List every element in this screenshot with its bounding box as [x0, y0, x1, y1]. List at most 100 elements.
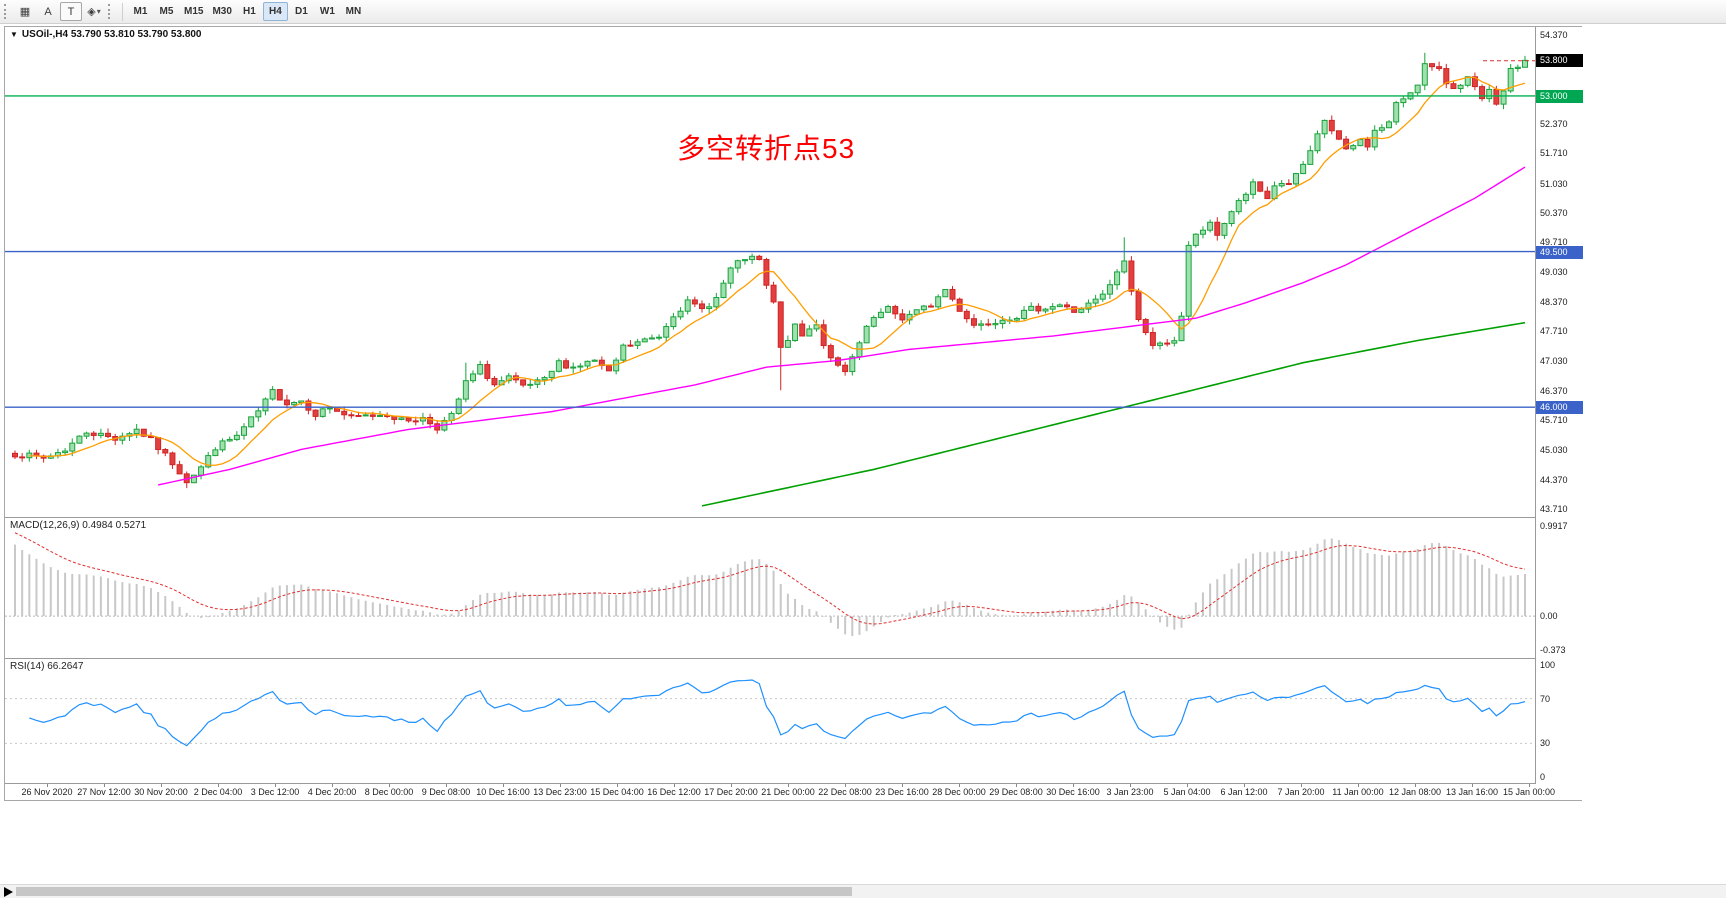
- time-axis-label: 27 Nov 12:00: [77, 787, 131, 797]
- rsi-pane[interactable]: RSI(14) 66.2647: [5, 659, 1535, 784]
- price-axis-label: 51.030: [1540, 178, 1568, 189]
- macd-chart[interactable]: [5, 518, 1535, 658]
- top-toolbar: ▦ A T ◈ ▾ M1 M5 M15 M30 H1 H4 D1 W1 MN: [0, 0, 1726, 24]
- timeframe-group: M1 M5 M15 M30 H1 H4 D1 W1 MN: [128, 2, 366, 21]
- time-tick: [1529, 784, 1530, 787]
- time-tick: [389, 784, 390, 787]
- price-axis-label: 49.710: [1540, 237, 1568, 248]
- time-axis-label: 17 Dec 20:00: [704, 787, 758, 797]
- toolbar-grip[interactable]: [4, 4, 9, 19]
- chart-window: ▼ USOil-,H4 53.790 53.810 53.790 53.800 …: [4, 26, 1583, 801]
- time-axis-label: 9 Dec 08:00: [421, 787, 471, 797]
- time-axis-label: 21 Dec 00:00: [761, 787, 815, 797]
- time-tick: [731, 784, 732, 787]
- chevron-down-icon: ▾: [96, 7, 101, 16]
- macd-axis-label: 0.9917: [1540, 521, 1568, 531]
- time-tick: [332, 784, 333, 787]
- time-axis-label: 3 Dec 12:00: [250, 787, 300, 797]
- rsi-label: RSI(14) 66.2647: [10, 661, 84, 672]
- cursor-a-tool[interactable]: A: [44, 5, 52, 18]
- timeframe-m5[interactable]: M5: [159, 6, 174, 17]
- time-tick: [1016, 784, 1017, 787]
- toolbar-grip-2[interactable]: [108, 4, 113, 19]
- time-axis-label: 11 Jan 00:00: [1332, 787, 1384, 797]
- price-badge: 49.500: [1536, 245, 1583, 259]
- time-axis-label: 28 Dec 00:00: [932, 787, 986, 797]
- time-tick: [674, 784, 675, 787]
- text-tool[interactable]: T: [60, 2, 82, 21]
- price-axis-label: 48.370: [1540, 296, 1568, 307]
- time-tick: [788, 784, 789, 787]
- timeframe-h1[interactable]: H1: [243, 6, 256, 17]
- time-axis[interactable]: 26 Nov 2020 27 Nov 12:00 30 Nov 20:00 2 Dec…: [5, 784, 1582, 800]
- timeframe-m30[interactable]: M30: [212, 6, 232, 17]
- time-tick: [1073, 784, 1074, 787]
- time-axis-label: 15 Jan 00:00: [1502, 787, 1556, 797]
- macd-label: MACD(12,26,9) 0.4984 0.5271: [10, 520, 147, 531]
- time-axis-label: 7 Jan 20:00: [1277, 787, 1325, 797]
- time-tick: [560, 784, 561, 787]
- price-axis-label: 47.030: [1540, 356, 1568, 367]
- time-tick: [1244, 784, 1245, 787]
- timeframe-mn[interactable]: MN: [345, 6, 362, 17]
- rsi-axis-label: 70: [1540, 693, 1551, 704]
- rsi-axis-label: 30: [1540, 738, 1551, 749]
- macd-axis-label: -0.373: [1540, 645, 1566, 655]
- price-axis-label: 49.030: [1540, 267, 1568, 278]
- time-axis-label: 10 Dec 16:00: [476, 787, 530, 797]
- time-tick: [1415, 784, 1416, 787]
- main-chart-pane[interactable]: ▼ USOil-,H4 53.790 53.810 53.790 53.800 …: [5, 27, 1535, 518]
- time-axis-label: 5 Jan 04:00: [1163, 787, 1211, 797]
- macd-axis-label: 0.00: [1540, 611, 1558, 622]
- timeframe-w1[interactable]: W1: [319, 6, 335, 17]
- price-axis[interactable]: 54.37053.71053.03052.37051.71051.03050.3…: [1535, 27, 1583, 784]
- timeframe-h4[interactable]: H4: [262, 2, 288, 21]
- time-axis-label: 6 Jan 12:00: [1220, 787, 1268, 797]
- time-axis-label: 4 Dec 20:00: [307, 787, 357, 797]
- time-tick: [1358, 784, 1359, 787]
- time-axis-label: 3 Jan 23:00: [1106, 787, 1154, 797]
- time-axis-label: 26 Nov 2020: [21, 787, 73, 797]
- time-tick: [1187, 784, 1188, 787]
- time-tick: [1472, 784, 1473, 787]
- price-badge: 53.000: [1536, 89, 1583, 103]
- price-axis-label: 52.370: [1540, 118, 1568, 129]
- time-tick: [902, 784, 903, 787]
- horizontal-scrollbar[interactable]: [0, 884, 1726, 898]
- symbol-dropdown-icon[interactable]: ▼: [10, 30, 18, 39]
- time-axis-label: 12 Jan 08:00: [1388, 787, 1442, 797]
- chart-header: ▼ USOil-,H4 53.790 53.810 53.790 53.800: [10, 29, 202, 40]
- time-tick: [446, 784, 447, 787]
- time-axis-label: 13 Dec 23:00: [533, 787, 587, 797]
- charts-grid-icon[interactable]: ▦: [19, 6, 31, 18]
- price-axis-label: 51.710: [1540, 148, 1568, 159]
- timeframe-m1[interactable]: M1: [133, 6, 148, 17]
- time-tick: [104, 784, 105, 787]
- price-badge: 46.000: [1536, 401, 1583, 415]
- candlestick-chart[interactable]: [5, 27, 1535, 517]
- time-tick: [845, 784, 846, 787]
- price-axis-label: 45.710: [1540, 415, 1568, 426]
- time-tick: [47, 784, 48, 787]
- shapes-dropdown[interactable]: ◈ ▾: [87, 6, 101, 18]
- scrollbar-thumb[interactable]: [16, 887, 852, 896]
- macd-pane[interactable]: MACD(12,26,9) 0.4984 0.5271: [5, 518, 1535, 659]
- rsi-axis-label: 100: [1540, 660, 1556, 670]
- tool-button-group: ▦ A T ◈ ▾: [14, 2, 105, 21]
- timeframe-d1[interactable]: D1: [295, 6, 308, 17]
- chart-shift-arrow-icon[interactable]: [4, 887, 13, 897]
- time-tick: [161, 784, 162, 787]
- time-axis-label: 29 Dec 08:00: [989, 787, 1043, 797]
- time-tick: [1130, 784, 1131, 787]
- chart-annotation-text[interactable]: 多空转折点53: [677, 133, 856, 164]
- price-badge: 53.800: [1536, 54, 1583, 68]
- time-tick: [275, 784, 276, 787]
- time-axis-label: 22 Dec 08:00: [818, 787, 872, 797]
- time-axis-label: 16 Dec 12:00: [647, 787, 701, 797]
- price-axis-label: 47.710: [1540, 326, 1568, 337]
- timeframe-m15[interactable]: M15: [184, 6, 204, 17]
- time-tick: [503, 784, 504, 787]
- rsi-chart[interactable]: [5, 659, 1535, 783]
- price-axis-label: 44.370: [1540, 474, 1568, 485]
- time-axis-label: 23 Dec 16:00: [875, 787, 929, 797]
